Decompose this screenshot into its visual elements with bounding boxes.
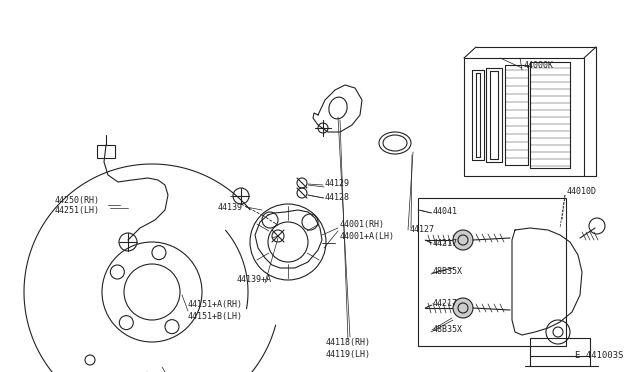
Bar: [464, 58, 584, 176]
Bar: [418, 198, 566, 346]
Text: 44129: 44129: [325, 179, 350, 187]
Text: 44250(RH): 44250(RH): [55, 196, 100, 205]
Text: 44151+A(RH): 44151+A(RH): [188, 301, 243, 310]
Text: 44251(LH): 44251(LH): [55, 206, 100, 215]
Text: 48B35X: 48B35X: [433, 267, 463, 276]
Bar: [97, 145, 115, 158]
Text: 44217: 44217: [433, 299, 458, 308]
Text: E 441003S: E 441003S: [575, 352, 623, 360]
Text: 44139: 44139: [218, 202, 243, 212]
Text: 44001+A(LH): 44001+A(LH): [340, 231, 395, 241]
Text: 44041: 44041: [433, 208, 458, 217]
Text: 44010D: 44010D: [567, 186, 597, 196]
Text: 44128: 44128: [325, 192, 350, 202]
Text: 44119(LH): 44119(LH): [326, 350, 371, 359]
Text: 44151+B(LH): 44151+B(LH): [188, 311, 243, 321]
Text: 44139+A: 44139+A: [237, 276, 272, 285]
Text: 44217: 44217: [433, 238, 458, 247]
Text: 44127: 44127: [410, 224, 435, 234]
Circle shape: [453, 230, 473, 250]
Text: 44118(RH): 44118(RH): [326, 339, 371, 347]
Text: 48B35X: 48B35X: [433, 326, 463, 334]
Circle shape: [453, 298, 473, 318]
Text: 44000K: 44000K: [524, 61, 554, 70]
Text: 44001(RH): 44001(RH): [340, 221, 385, 230]
Bar: [530, 338, 590, 356]
